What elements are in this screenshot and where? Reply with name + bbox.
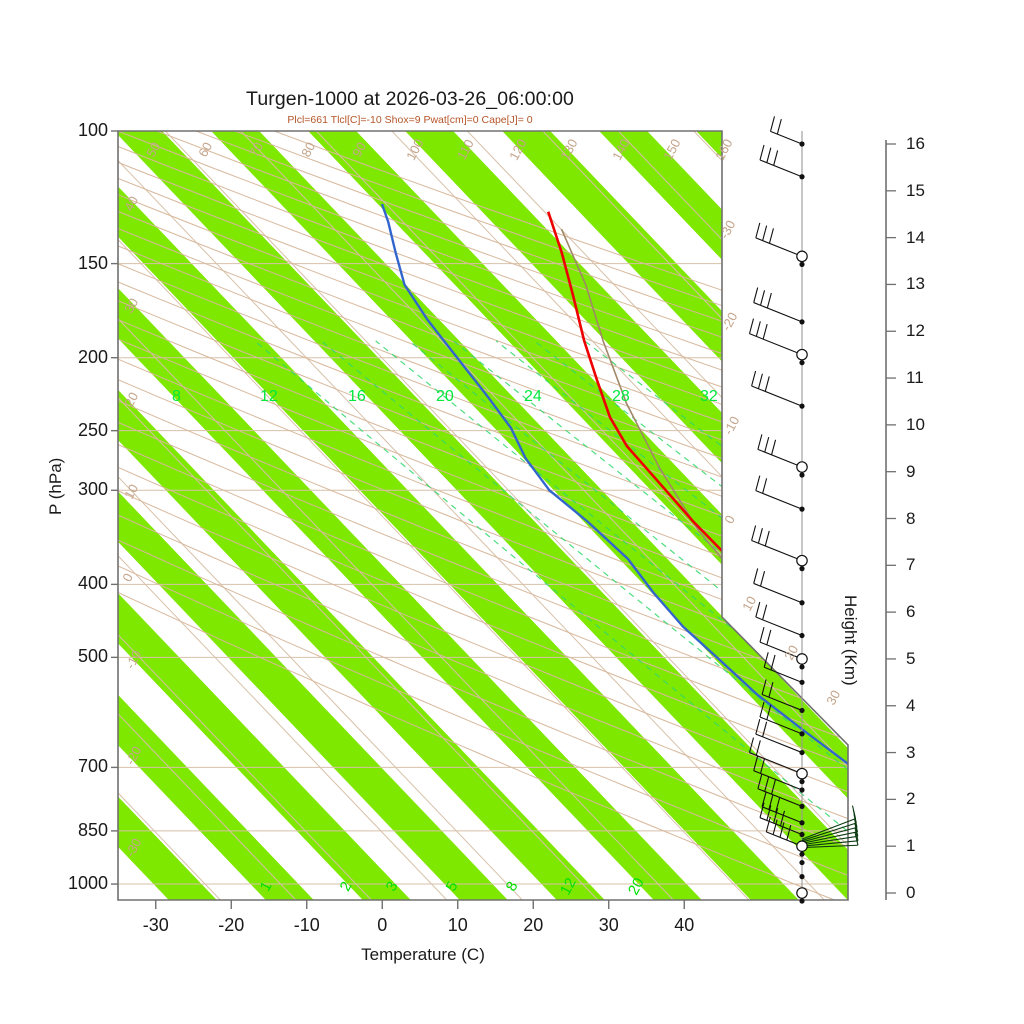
dewpoint-curve	[380, 203, 848, 853]
pressure-tick-250: 250	[77, 419, 108, 440]
height-tick-4: 4	[906, 695, 916, 715]
pressure-tick-200: 200	[77, 346, 108, 367]
pressure-tick-300: 300	[77, 479, 108, 500]
pressure-tick-700: 700	[77, 756, 108, 777]
pressure-tick-500: 500	[77, 646, 108, 667]
temperature-tick--10: -10	[293, 915, 320, 935]
height-tick-16: 16	[906, 134, 925, 153]
height-tick-5: 5	[906, 648, 916, 668]
temperature-tick-20: 20	[523, 915, 544, 935]
pressure-tick-150: 150	[77, 252, 108, 273]
theta-label-24: 24	[524, 388, 542, 405]
height-tick-11: 11	[906, 368, 924, 388]
pressure-tick-100: 100	[77, 120, 108, 140]
height-axis	[885, 140, 896, 900]
height-axis-label: Height (Km)	[841, 595, 860, 686]
height-tick-8: 8	[906, 508, 916, 528]
pressure-tick-850: 850	[77, 819, 108, 840]
height-tick-6: 6	[906, 602, 916, 622]
height-tick-1: 1	[906, 836, 916, 856]
temperature-tick-0: 0	[377, 915, 388, 935]
temperature-tick-marks	[155, 900, 685, 909]
theta-label-16: 16	[348, 388, 366, 405]
page-title: Turgen-1000 at 2026-03-26_06:00:00	[246, 88, 574, 110]
temperature-tick--30: -30	[142, 915, 169, 935]
height-tick-15: 15	[906, 180, 925, 200]
theta-label-20: 20	[436, 388, 454, 405]
temperature-tick-40: 40	[674, 915, 695, 935]
height-tick-9: 9	[906, 461, 916, 481]
theta-label-28: 28	[612, 388, 630, 405]
height-tick-0: 0	[906, 883, 916, 902]
theta-label-12: 12	[260, 388, 278, 405]
height-tick-10: 10	[906, 414, 925, 434]
theta-label-32: 32	[700, 388, 718, 405]
theta-label-8: 8	[172, 388, 181, 405]
pressure-tick-400: 400	[77, 573, 108, 594]
temperature-axis-label: Temperature (C)	[361, 945, 485, 964]
temperature-tick--20: -20	[218, 915, 245, 935]
height-tick-7: 7	[906, 555, 916, 575]
height-tick-13: 13	[906, 274, 925, 294]
temperature-tick-30: 30	[598, 915, 619, 935]
height-tick-14: 14	[906, 227, 925, 247]
temperature-tick-10: 10	[447, 915, 468, 935]
height-tick-2: 2	[906, 789, 916, 809]
plot-border	[117, 130, 849, 901]
height-tick-3: 3	[906, 742, 916, 762]
height-tick-12: 12	[906, 321, 925, 341]
sounding-indices-subtitle: Plcl=661 Tlcl[C]=-10 Shox=9 Pwat[cm]=0 C…	[287, 114, 533, 126]
wind-barb-panel	[748, 116, 859, 904]
pressure-tick-marks	[111, 130, 118, 885]
pressure-tick-1000: 1000	[67, 873, 108, 894]
